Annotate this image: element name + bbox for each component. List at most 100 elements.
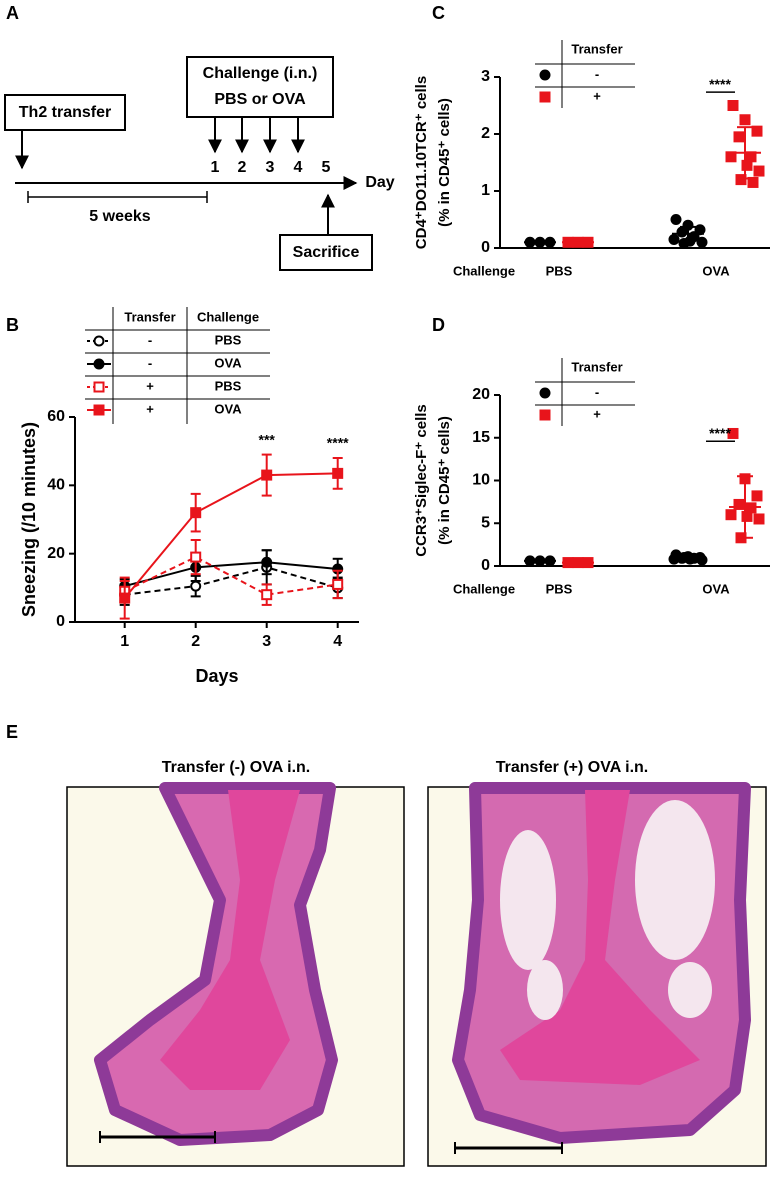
legend-header: Transfer bbox=[124, 309, 175, 324]
category-label: PBS bbox=[546, 263, 573, 278]
data-point bbox=[261, 589, 273, 601]
y-axis-label: (% in CD45⁺ cells) bbox=[436, 98, 453, 227]
day-label: 3 bbox=[266, 159, 275, 176]
y-tick-label: 3 bbox=[481, 68, 490, 85]
data-point bbox=[733, 498, 745, 510]
y-tick-label: 10 bbox=[472, 472, 490, 489]
day-label: 2 bbox=[238, 159, 247, 176]
x-tick-label: 2 bbox=[191, 633, 200, 650]
timeline bbox=[4, 56, 373, 271]
legend-transfer: - bbox=[595, 384, 599, 399]
data-point bbox=[670, 214, 682, 225]
panel-label: C bbox=[432, 3, 445, 23]
legend-header: Transfer bbox=[571, 359, 622, 374]
legend-challenge: PBS bbox=[215, 378, 242, 393]
x-tick-label: 4 bbox=[333, 633, 342, 650]
challenge-label: Challenge (i.n.) bbox=[203, 65, 318, 82]
legend-header: Challenge bbox=[197, 309, 259, 324]
data-point bbox=[190, 551, 202, 563]
category-label: PBS bbox=[546, 581, 573, 596]
y-axis-label: Sneezing (/10 minutes) bbox=[19, 422, 39, 617]
significance: **** bbox=[327, 435, 349, 451]
y-tick-label: 0 bbox=[481, 239, 490, 256]
y-tick-label: 20 bbox=[472, 386, 490, 403]
legend-transfer: - bbox=[148, 332, 152, 347]
transfer-label: Th2 transfer bbox=[19, 104, 111, 121]
data-point bbox=[735, 174, 747, 186]
data-point bbox=[119, 592, 131, 604]
legend-symbol bbox=[539, 409, 551, 421]
y-tick-label: 5 bbox=[481, 514, 490, 531]
data-point bbox=[753, 165, 765, 177]
image-title: Transfer (-) OVA i.n. bbox=[162, 759, 310, 776]
data-point bbox=[668, 233, 680, 245]
panel-label: D bbox=[432, 315, 445, 335]
data-point bbox=[741, 159, 753, 171]
legend-challenge: OVA bbox=[214, 355, 242, 370]
series-line bbox=[123, 472, 338, 599]
y-tick-label: 0 bbox=[56, 613, 65, 630]
data-point bbox=[332, 578, 344, 590]
legend-symbol bbox=[93, 404, 105, 416]
y-tick-label: 40 bbox=[47, 477, 65, 494]
legend-transfer: + bbox=[146, 401, 154, 416]
series-line bbox=[124, 561, 338, 588]
data-point bbox=[733, 131, 745, 143]
legend-transfer: + bbox=[593, 88, 601, 103]
legend-transfer: + bbox=[593, 406, 601, 421]
data-point bbox=[751, 490, 763, 502]
data-point bbox=[190, 580, 202, 592]
category-label: OVA bbox=[702, 581, 730, 596]
panel-label: E bbox=[6, 722, 18, 742]
legend-symbol bbox=[539, 387, 551, 399]
x-axis-label: Challenge bbox=[453, 263, 515, 278]
data-point bbox=[725, 509, 737, 521]
x-axis-label: Days bbox=[195, 666, 238, 686]
data-point bbox=[753, 513, 765, 525]
histology-image bbox=[66, 782, 405, 1167]
day-label: 4 bbox=[294, 159, 303, 176]
panel-label: A bbox=[6, 3, 19, 23]
data-point bbox=[668, 553, 680, 565]
y-axis-label: CD4⁺DO11.10TCR⁺ cells bbox=[413, 76, 430, 249]
challenge-label: PBS or OVA bbox=[214, 91, 306, 108]
x-tick-label: 1 bbox=[120, 633, 129, 650]
histology-image bbox=[427, 782, 767, 1167]
legend-symbol bbox=[539, 91, 551, 103]
legend-symbol bbox=[539, 69, 551, 81]
day-axis-label: Day bbox=[365, 174, 394, 191]
series-line bbox=[124, 566, 338, 596]
significance: **** bbox=[709, 76, 731, 92]
interval-label: 5 weeks bbox=[89, 208, 150, 225]
legend-challenge: OVA bbox=[214, 401, 242, 416]
data-point bbox=[261, 556, 273, 568]
legend-transfer: - bbox=[595, 66, 599, 81]
panel-label: B bbox=[6, 315, 19, 335]
data-point bbox=[332, 467, 344, 479]
data-point bbox=[727, 100, 739, 111]
y-tick-label: 2 bbox=[481, 125, 490, 142]
sacrifice-label: Sacrifice bbox=[293, 244, 360, 261]
y-tick-label: 15 bbox=[472, 429, 490, 446]
y-axis-label: (% in CD45⁺ cells) bbox=[436, 416, 453, 545]
day-label: 1 bbox=[211, 159, 220, 176]
data-point bbox=[696, 236, 708, 248]
data-point bbox=[739, 114, 751, 126]
data-point bbox=[261, 469, 273, 481]
data-point bbox=[696, 554, 708, 566]
data-point bbox=[190, 507, 202, 519]
data-point bbox=[676, 226, 688, 238]
y-tick-label: 60 bbox=[47, 408, 65, 425]
y-tick-label: 0 bbox=[481, 557, 490, 574]
x-axis-label: Challenge bbox=[453, 581, 515, 596]
legend-challenge: PBS bbox=[215, 332, 242, 347]
legend-symbol bbox=[93, 358, 105, 370]
legend-header: Transfer bbox=[571, 41, 622, 56]
data-point bbox=[741, 510, 753, 522]
legend-symbol bbox=[93, 381, 105, 393]
legend-transfer: - bbox=[148, 355, 152, 370]
category-label: OVA bbox=[702, 263, 730, 278]
significance: **** bbox=[709, 425, 731, 441]
y-tick-label: 1 bbox=[481, 182, 490, 199]
